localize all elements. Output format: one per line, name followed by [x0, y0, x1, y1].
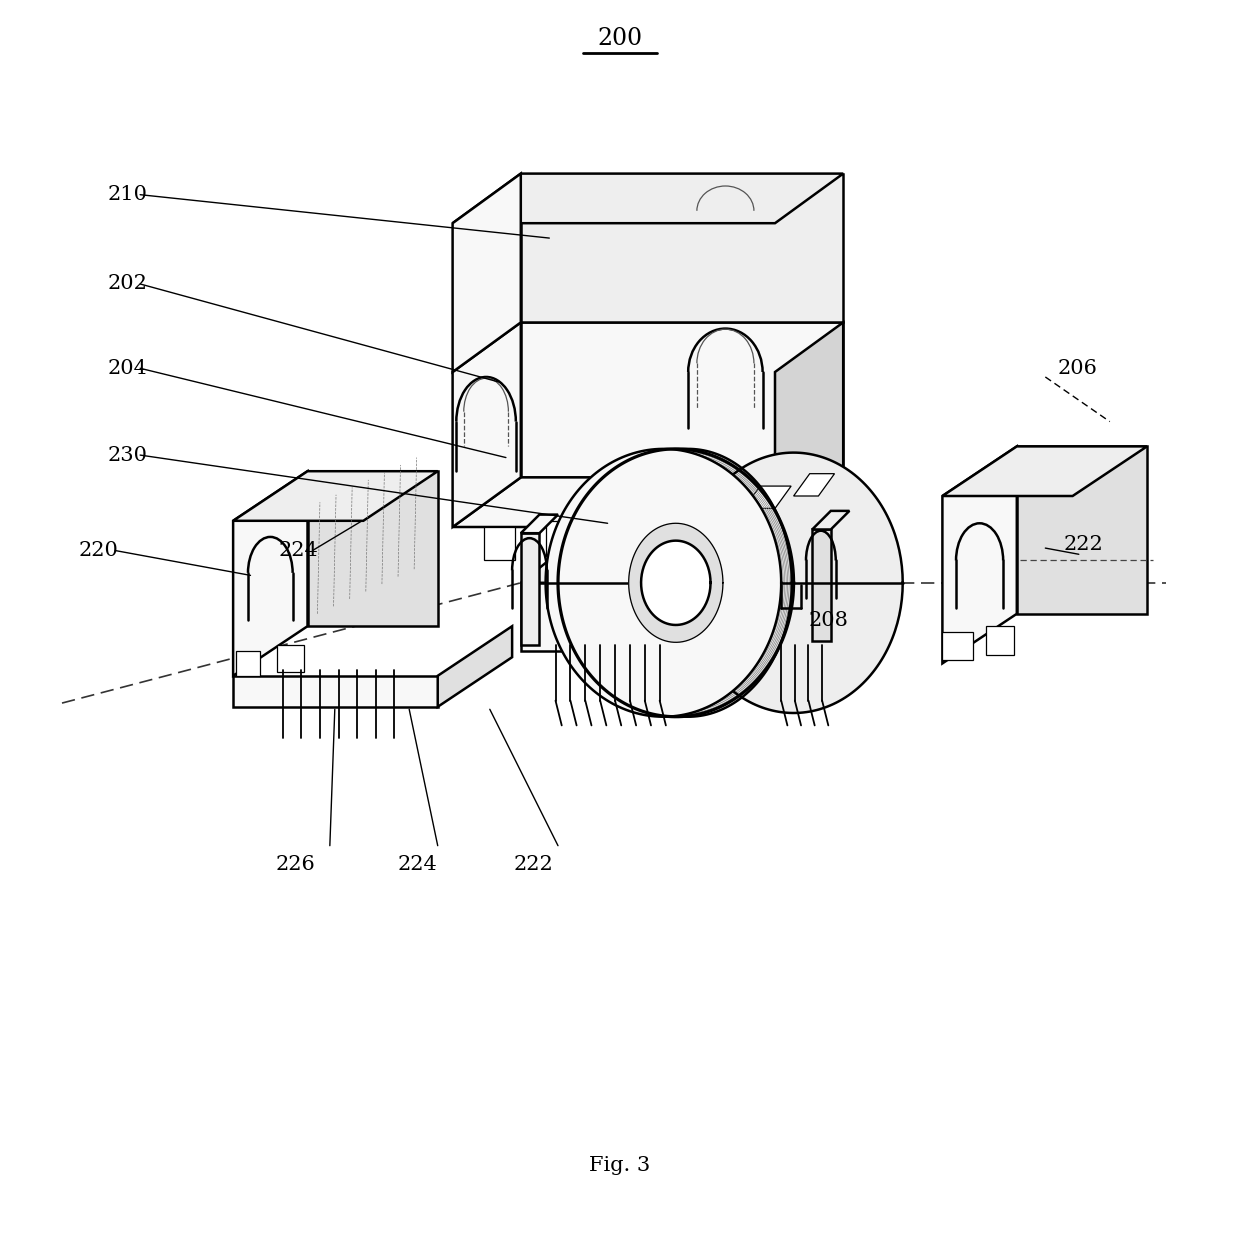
Polygon shape: [641, 541, 711, 625]
Text: 200: 200: [598, 26, 642, 50]
Polygon shape: [521, 322, 843, 477]
Polygon shape: [233, 471, 308, 676]
Polygon shape: [233, 471, 438, 521]
Polygon shape: [676, 508, 707, 546]
Polygon shape: [277, 645, 304, 672]
Text: 202: 202: [108, 274, 148, 294]
Polygon shape: [794, 474, 835, 496]
Polygon shape: [942, 632, 973, 660]
Text: 230: 230: [108, 445, 148, 465]
Text: 222: 222: [1064, 534, 1104, 554]
Polygon shape: [453, 322, 843, 372]
Text: 210: 210: [108, 185, 148, 205]
Text: Fig. 3: Fig. 3: [589, 1156, 651, 1176]
Text: 204: 204: [108, 358, 148, 378]
Polygon shape: [546, 449, 781, 717]
Polygon shape: [744, 486, 791, 508]
Polygon shape: [521, 548, 887, 583]
Polygon shape: [608, 517, 645, 552]
Polygon shape: [521, 515, 558, 533]
Polygon shape: [521, 174, 843, 322]
Polygon shape: [438, 626, 512, 707]
Polygon shape: [521, 533, 539, 645]
Text: 208: 208: [808, 610, 848, 630]
Polygon shape: [812, 511, 849, 529]
Polygon shape: [453, 174, 521, 372]
Polygon shape: [453, 322, 521, 527]
Text: 220: 220: [78, 541, 118, 560]
Polygon shape: [484, 527, 515, 560]
Polygon shape: [843, 548, 887, 651]
Polygon shape: [233, 676, 438, 707]
Polygon shape: [584, 449, 792, 717]
Polygon shape: [775, 322, 843, 527]
Text: 226: 226: [275, 854, 315, 874]
Polygon shape: [546, 521, 580, 556]
Polygon shape: [942, 446, 1147, 496]
Polygon shape: [942, 446, 1017, 663]
Text: 224: 224: [398, 854, 438, 874]
Polygon shape: [308, 471, 438, 626]
Text: 222: 222: [513, 854, 553, 874]
Polygon shape: [453, 477, 843, 527]
Polygon shape: [521, 583, 843, 651]
Text: 224: 224: [279, 541, 319, 560]
Polygon shape: [453, 174, 843, 223]
Polygon shape: [986, 626, 1014, 655]
Polygon shape: [629, 523, 723, 642]
Polygon shape: [684, 453, 903, 713]
Polygon shape: [236, 651, 260, 676]
Polygon shape: [812, 529, 831, 641]
Text: 206: 206: [1058, 358, 1097, 378]
Polygon shape: [1017, 446, 1147, 614]
